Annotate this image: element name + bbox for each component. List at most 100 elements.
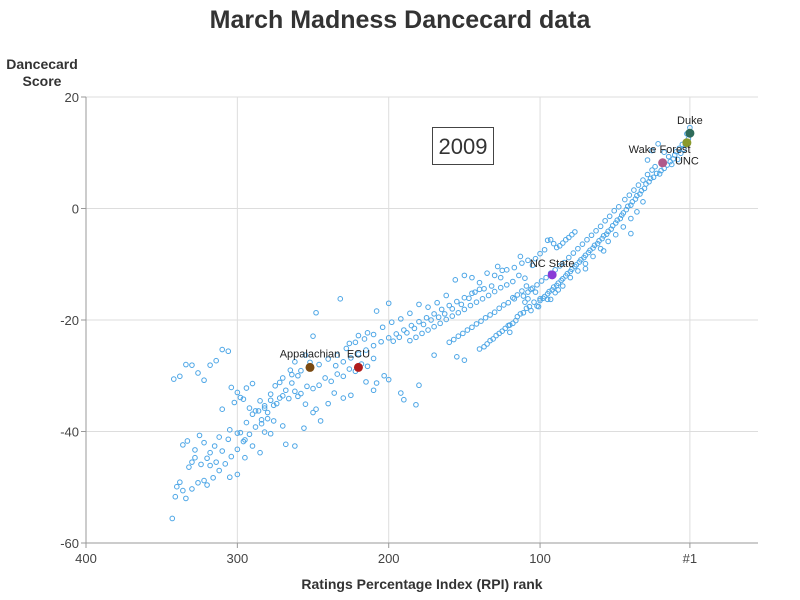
grid-lines xyxy=(85,96,758,544)
data-point xyxy=(628,215,634,222)
data-point xyxy=(605,238,611,245)
data-point xyxy=(525,296,531,302)
data-points xyxy=(169,124,693,522)
data-point xyxy=(537,250,543,257)
data-point xyxy=(170,376,177,382)
data-point xyxy=(635,182,642,188)
data-point xyxy=(298,390,304,397)
x-tick-label: 400 xyxy=(75,551,97,566)
x-tick-label: #1 xyxy=(683,551,697,566)
data-point xyxy=(494,263,501,270)
data-point xyxy=(481,285,487,292)
data-point xyxy=(532,255,539,262)
data-point xyxy=(620,224,627,230)
data-point xyxy=(408,322,415,329)
data-point xyxy=(487,337,493,344)
data-point xyxy=(559,283,566,289)
data-point xyxy=(189,362,195,368)
data-point xyxy=(510,294,516,301)
data-point xyxy=(523,283,530,289)
data-point xyxy=(213,357,219,364)
data-point xyxy=(364,363,371,370)
data-point xyxy=(593,228,599,234)
data-point xyxy=(240,396,247,402)
data-point xyxy=(401,396,407,403)
data-point xyxy=(334,352,341,358)
team-label: NC State xyxy=(530,258,575,270)
data-point xyxy=(615,204,622,210)
data-point xyxy=(234,389,241,396)
data-point xyxy=(614,217,621,224)
data-point xyxy=(559,240,566,246)
data-point xyxy=(373,308,380,314)
data-point xyxy=(544,290,551,297)
data-point xyxy=(257,449,263,456)
data-point xyxy=(490,336,496,342)
data-point xyxy=(510,320,516,327)
highlighted-point xyxy=(682,138,692,148)
data-point xyxy=(379,324,386,331)
data-point xyxy=(416,301,422,308)
data-point xyxy=(189,486,195,492)
data-point xyxy=(423,314,430,321)
highlighted-point xyxy=(658,158,668,168)
data-point xyxy=(211,443,218,449)
data-point xyxy=(313,406,319,413)
data-point xyxy=(461,272,468,279)
data-point xyxy=(455,333,462,339)
data-point xyxy=(216,434,222,440)
data-point xyxy=(576,259,583,265)
y-axis-title-line-1: Dancecard xyxy=(6,56,78,72)
data-point xyxy=(252,408,259,414)
data-point xyxy=(201,477,207,484)
data-point xyxy=(172,493,179,500)
data-point xyxy=(575,245,581,252)
data-point xyxy=(267,391,274,397)
data-point xyxy=(543,274,549,281)
data-point xyxy=(629,199,636,205)
highlighted-point xyxy=(305,362,315,372)
data-point xyxy=(626,192,633,198)
data-point xyxy=(634,209,640,215)
y-tick-label: 20 xyxy=(65,90,79,105)
data-point xyxy=(264,409,271,416)
data-point xyxy=(438,306,445,313)
data-point xyxy=(416,318,422,325)
data-point xyxy=(460,330,466,337)
data-point xyxy=(279,423,286,429)
data-point xyxy=(466,295,472,302)
data-point xyxy=(476,346,483,352)
data-point xyxy=(652,163,658,170)
data-point xyxy=(516,272,522,279)
data-point xyxy=(363,347,369,353)
data-point xyxy=(653,170,660,177)
data-point xyxy=(505,299,512,306)
data-point xyxy=(655,141,661,147)
data-point xyxy=(261,403,268,409)
data-point xyxy=(596,238,602,244)
data-point xyxy=(482,314,489,321)
data-point xyxy=(385,376,392,383)
data-point xyxy=(242,454,248,461)
data-point xyxy=(237,429,244,436)
data-point xyxy=(597,223,604,230)
data-point xyxy=(638,187,645,194)
data-point xyxy=(529,262,536,269)
chart-title: March Madness Dancecard data xyxy=(209,6,591,34)
data-point xyxy=(390,338,397,344)
data-point xyxy=(605,228,611,235)
data-point xyxy=(292,388,298,395)
x-tick-label: 100 xyxy=(529,551,551,566)
data-point xyxy=(183,495,189,502)
data-point xyxy=(207,362,213,368)
data-point xyxy=(464,327,471,333)
data-point xyxy=(313,309,319,316)
data-point xyxy=(678,150,684,157)
data-point xyxy=(526,303,533,310)
data-point xyxy=(631,187,637,193)
data-point xyxy=(547,296,554,303)
data-point xyxy=(582,265,589,272)
data-point xyxy=(393,331,400,337)
data-point xyxy=(331,390,338,396)
data-point xyxy=(407,310,413,317)
